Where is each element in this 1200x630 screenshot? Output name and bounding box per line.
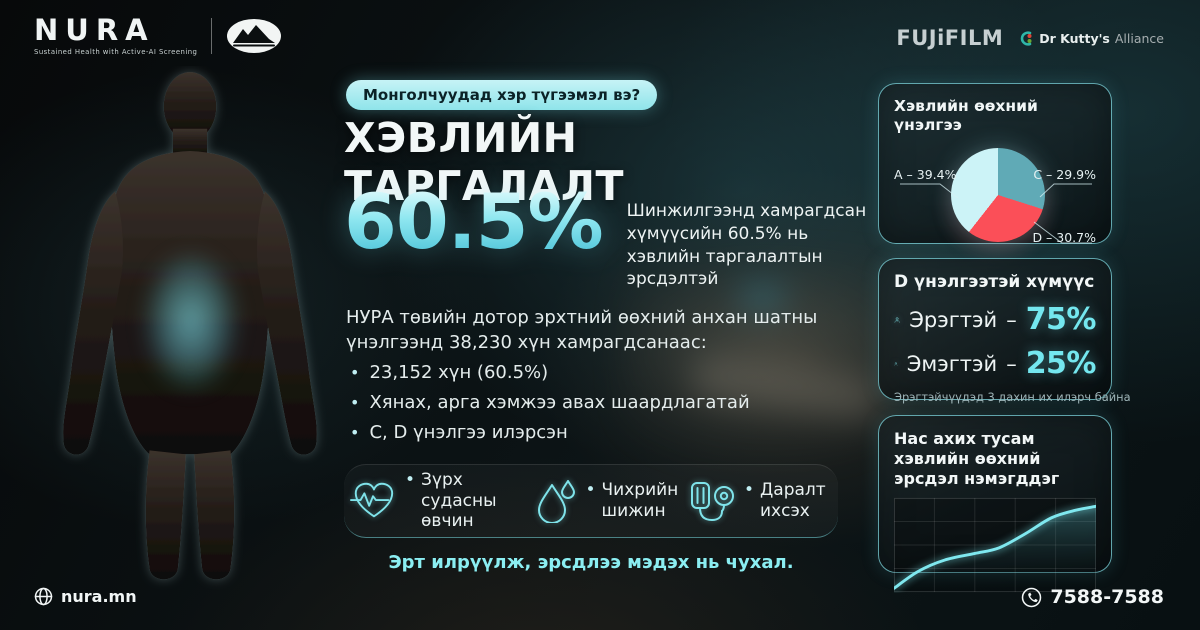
panel-abdominal-fat-assessment: Хэвлийн өөхний үнэлгээ A – 39.4% C – 29.… — [878, 83, 1112, 245]
panel-age-trend: Нас ахих тусам хэвлийн өөхний эрсдэл нэм… — [878, 415, 1112, 593]
age-risk-line-chart — [892, 497, 1098, 593]
dr-kuttys-alliance-logo: Dr Kutty's Alliance — [1019, 31, 1164, 46]
heart-ecg-icon — [350, 482, 394, 518]
website-text: nura.mn — [61, 587, 137, 606]
abdominal-fat-pie — [951, 147, 1045, 242]
globe-icon — [34, 587, 53, 606]
risk-label: Даралт ихсэх — [760, 480, 826, 521]
pie-label-a: A – 39.4% — [894, 166, 957, 182]
brand-divider — [211, 18, 213, 54]
male-avatar-icon — [894, 317, 900, 323]
risk-item-cardio: • Зүрх судасны өвчин — [350, 470, 533, 532]
nura-logo: NURA Sustained Health with Active-AI Scr… — [34, 13, 198, 57]
phone-icon — [1022, 587, 1042, 607]
scanner-room-background — [620, 255, 910, 465]
brand-header: NURA Sustained Health with Active-AI Scr… — [34, 16, 282, 56]
website-link: nura.mn — [34, 587, 137, 606]
fujifilm-logo: FUJiFILM — [896, 26, 1004, 50]
trend-line — [892, 504, 1098, 590]
alliance-text: Alliance — [1114, 30, 1164, 46]
female-percentage: 25% — [1025, 346, 1097, 382]
phone-number: 7588-7588 — [1021, 586, 1164, 608]
pie-chart-area: A – 39.4% C – 29.9% D – 30.7% — [894, 140, 1096, 254]
stat-description: Шинжилгээнд хамрагдсан хүмүүсийн 60.5% н… — [626, 201, 867, 290]
panel-title: D үнэлгээтэй хүмүүс — [894, 272, 1095, 292]
list-item: • Хянах, арга хэмжээ авах шаардлагатай — [350, 392, 750, 413]
pie-label-d: D – 30.7% — [1032, 229, 1096, 245]
panel-title: Хэвлийн өөхний үнэлгээ — [894, 97, 1038, 135]
page-title: ХЭВЛИЙН ТАРГАЛАЛТ — [344, 114, 623, 210]
panel-title: Нас ахих тусам хэвлийн өөхний эрсдэл нэм… — [894, 429, 1060, 488]
human-body-figure — [44, 66, 336, 592]
risk-item-diabetes: • Чихрийн шижин — [536, 479, 685, 523]
list-item: • C, D үнэлгээ илэрсэн — [350, 422, 568, 443]
gender-row-female: Эмэгтэй – 25% — [894, 346, 1097, 382]
abdominal-glow — [126, 226, 256, 416]
call-to-action-note: Эрт илрүүлж, эрсдлээ мэдэх нь чухал. — [388, 552, 794, 573]
pie-label-c: C – 29.9% — [1033, 166, 1096, 182]
panel-d-grade-people: D үнэлгээтэй хүмүүс Эрэгтэй – 75% Эмэгтэ… — [878, 258, 1131, 404]
risk-icons-strip: • Зүрх судасны өвчин • Чихрийн шижин • Д… — [344, 464, 838, 538]
female-avatar-icon — [894, 362, 898, 366]
risk-label: Чихрийн шижин — [601, 480, 679, 521]
nura-wordmark: NURA — [34, 13, 155, 47]
partner-logos: FUJiFILM Dr Kutty's Alliance — [896, 26, 1164, 50]
male-percentage: 75% — [1025, 302, 1097, 338]
list-item: • 23,152 хүн (60.5%) — [350, 362, 549, 383]
risk-item-hypertension: • Даралт ихсэх — [689, 479, 832, 523]
trend-area — [894, 506, 1096, 593]
findings-list: • 23,152 хүн (60.5%) • Хянах, арга хэмжээ … — [350, 362, 750, 452]
nura-tagline: Sustained Health with Active-AI Screenin… — [34, 48, 198, 56]
intro-paragraph: НУРА төвийн дотор эрхтний өөхний анхан ш… — [346, 307, 818, 353]
gender-row-male: Эрэгтэй – 75% — [894, 302, 1097, 338]
gender-caption: Эрэгтэйчүүдэд 3 дахин их илэрч байна — [894, 390, 1131, 405]
dr-kuttys-icon — [1020, 30, 1032, 46]
dr-kuttys-text: Dr Kutty's — [1039, 30, 1110, 46]
blood-pressure-icon — [690, 482, 734, 521]
phone-text: 7588-7588 — [1050, 586, 1164, 608]
water-drop-icon — [538, 480, 576, 523]
stat-value: 60.5% — [344, 177, 604, 266]
mountain-logo-icon — [227, 19, 282, 53]
risk-label: Зүрх судасны өвчин — [421, 469, 497, 532]
headline-stat: 60.5% Шинжилгээнд хамрагдсан хүмүүсийн 6… — [344, 177, 877, 291]
question-badge: Монголчуудад хэр түгээмэл вэ? — [346, 80, 658, 110]
